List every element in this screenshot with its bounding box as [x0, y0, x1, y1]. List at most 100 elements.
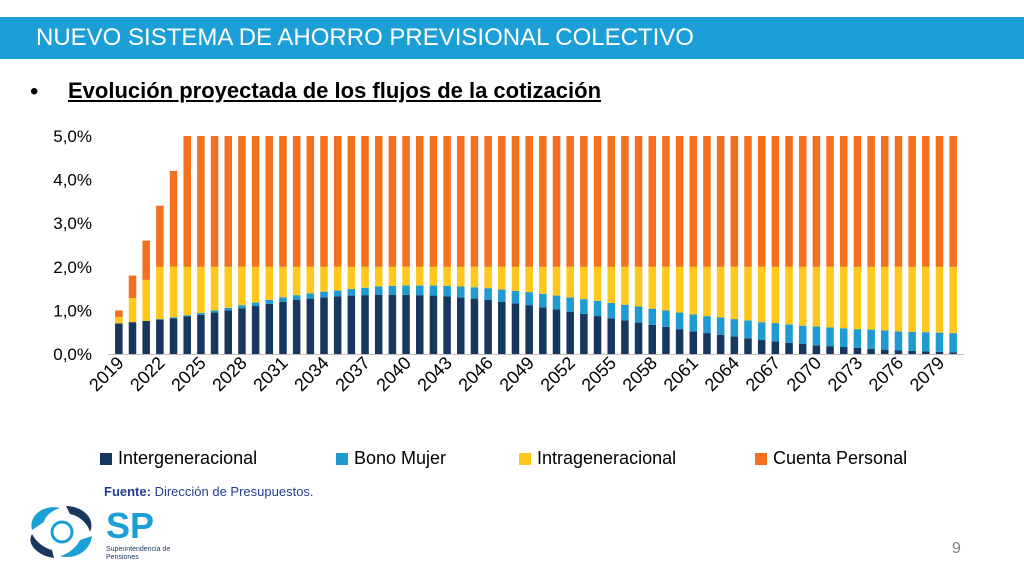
bar-segment [197, 313, 205, 315]
bar-segment [744, 266, 752, 321]
bar-segment [443, 296, 451, 354]
bar-segment [320, 291, 328, 298]
bar-segment [867, 348, 875, 354]
bar-segment [169, 266, 178, 318]
bar-segment [525, 266, 533, 293]
bar-segment [703, 316, 711, 334]
bar-segment [210, 266, 219, 311]
x-tick-label: 2028 [208, 353, 250, 395]
x-tick-label: 2049 [496, 353, 538, 395]
bar-segment [662, 136, 670, 267]
bar-segment [197, 266, 205, 314]
bar-segment [580, 313, 588, 354]
bar-segment [785, 266, 793, 325]
bar-segment [402, 136, 410, 267]
bar-segment [580, 299, 588, 314]
x-tick-label: 2067 [742, 353, 784, 395]
slide-title: NUEVO SISTEMA DE AHORRO PREVISIONAL COLE… [36, 24, 694, 51]
bar-segment [142, 240, 150, 280]
bar-segment [443, 285, 451, 297]
bar-segment [457, 297, 465, 354]
y-tick-label: 1,0% [53, 301, 92, 320]
bar-segment [703, 333, 711, 354]
bar-segment [265, 303, 274, 354]
bar-segment [347, 295, 356, 354]
legend-label: Cuenta Personal [773, 448, 908, 468]
bar-segment [224, 307, 233, 311]
bar-segment [320, 266, 328, 292]
stacked-bar-chart: 0,0%1,0%2,0%3,0%4,0%5,0%2019202220252028… [53, 127, 964, 395]
bar-segment [361, 136, 369, 267]
bar-segment [169, 318, 178, 354]
bar-segment [183, 136, 191, 267]
bar-segment [169, 170, 178, 267]
bar-segment [388, 266, 397, 286]
bar-segment [320, 297, 328, 354]
bar-segment [279, 297, 287, 302]
bar-segment [853, 329, 862, 348]
bar-segment [922, 351, 930, 354]
bar-segment [361, 266, 369, 288]
bar-segment [128, 298, 137, 323]
bar-segment [374, 266, 383, 287]
bar-segment [785, 342, 793, 354]
bar-segment [306, 266, 315, 294]
bar-segment [115, 310, 123, 317]
bar-segment [730, 336, 739, 354]
bar-segment [621, 136, 629, 267]
bar-segment [415, 295, 424, 354]
bar-segment [593, 316, 602, 354]
bar-segment [251, 136, 260, 267]
bar-segment [210, 312, 219, 354]
bar-segment [429, 295, 438, 354]
bar-segment [333, 266, 342, 291]
bar-segment [374, 136, 383, 267]
bar-segment [388, 285, 397, 295]
source-text: Dirección de Presupuestos. [150, 484, 314, 499]
bar-segment [839, 347, 848, 354]
bar-segment [525, 305, 533, 354]
bar-segment [771, 323, 780, 342]
x-tick-label: 2043 [413, 353, 455, 395]
bar-segment [607, 318, 615, 354]
bar-segment [552, 136, 561, 267]
bar-segment [197, 314, 205, 354]
bar-segment [511, 266, 520, 291]
bar-segment [607, 266, 615, 303]
bar-segment [197, 136, 205, 267]
bar-segment [484, 288, 492, 300]
bar-segment [662, 266, 670, 311]
bar-segment [306, 136, 315, 267]
bar-segment [634, 136, 643, 267]
bar-segment [935, 136, 944, 267]
bar-segment [881, 266, 889, 331]
bar-segment [867, 329, 875, 349]
bar-segment [949, 333, 957, 353]
x-tick-label: 2034 [290, 353, 332, 395]
bar-segment [607, 136, 615, 267]
bar-segment [238, 305, 246, 309]
bar-segment [662, 310, 670, 327]
bar-segment [580, 266, 588, 300]
bar-segment [949, 352, 957, 354]
bar-segment [470, 287, 479, 299]
hands-circle-icon [30, 506, 92, 558]
bar-segment [922, 266, 930, 333]
header-bar: NUEVO SISTEMA DE AHORRO PREVISIONAL COLE… [0, 17, 1024, 59]
bar-segment [826, 327, 834, 347]
bar-segment [156, 319, 164, 354]
bar-segment [716, 136, 725, 267]
bar-segment [908, 331, 916, 351]
chart-legend: Intergeneracional Bono Mujer Intrageneraci… [0, 448, 1024, 472]
bar-segment [306, 298, 315, 354]
legend-swatch [336, 453, 348, 466]
bar-segment [566, 266, 574, 298]
bar-segment [771, 341, 780, 354]
y-tick-label: 3,0% [53, 214, 92, 233]
bar-segment [511, 303, 520, 354]
bar-segment [648, 324, 657, 354]
bar-segment [798, 136, 807, 267]
bar-segment [429, 136, 438, 267]
bar-segment [484, 136, 492, 267]
bar-segment [634, 306, 643, 323]
